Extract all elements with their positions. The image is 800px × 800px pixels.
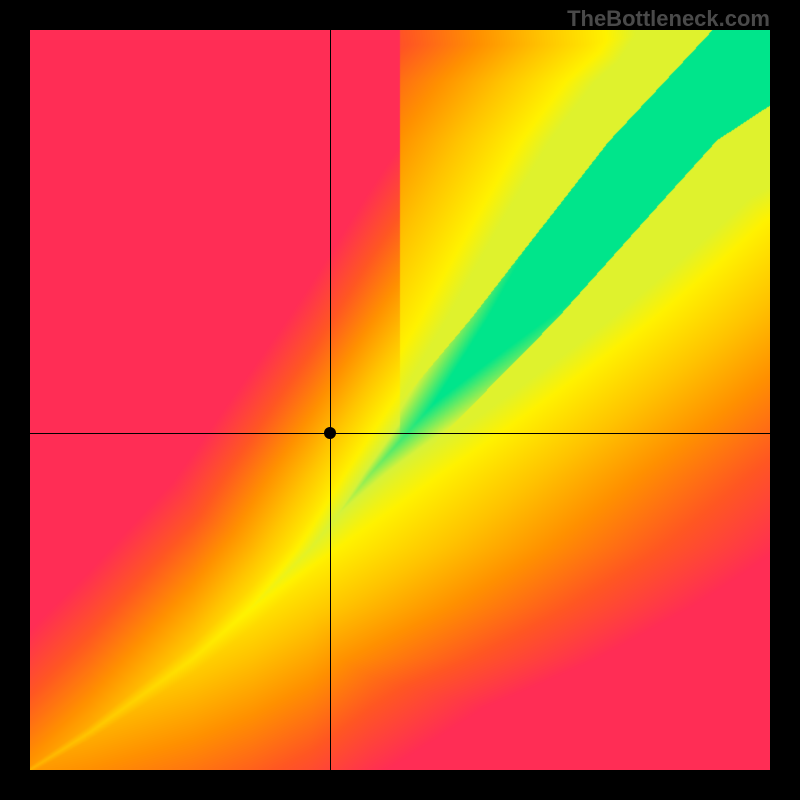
- heatmap-canvas: [30, 30, 770, 770]
- watermark-text: TheBottleneck.com: [567, 6, 770, 32]
- plot-area: [30, 30, 770, 770]
